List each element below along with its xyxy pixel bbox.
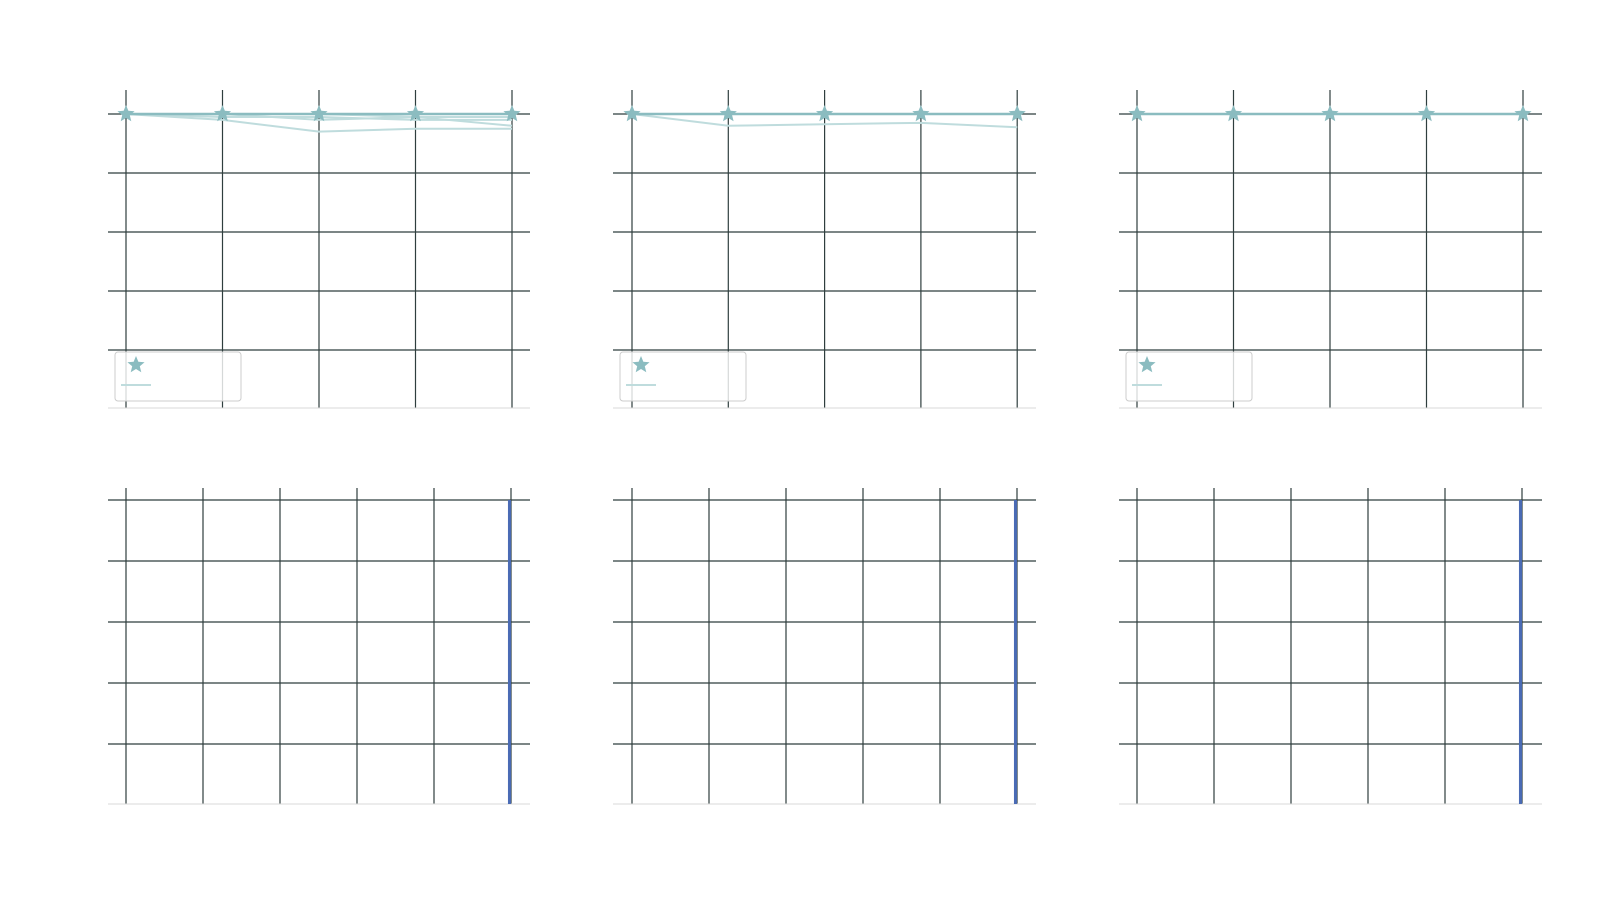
data-point-star (1224, 105, 1243, 122)
series-line-trial (125, 113, 512, 133)
chart-panel-bottom-middle (613, 488, 1036, 805)
data-point-star (1514, 105, 1532, 122)
data-point-star (503, 105, 521, 122)
data-point-star (1008, 105, 1026, 122)
chart-panel-top-right (1119, 90, 1542, 409)
data-point-star (1417, 105, 1436, 122)
data-point-star (406, 105, 425, 122)
legend-box (114, 351, 242, 402)
data-point-star (719, 105, 737, 122)
legend-marker-star (632, 356, 650, 373)
data-point-star (623, 105, 641, 122)
legend-box (619, 351, 747, 402)
data-point-star (117, 105, 135, 122)
data-point-star (1128, 105, 1146, 122)
chart-panel-top-left (108, 90, 530, 409)
data-point-star (213, 105, 232, 122)
chart-panel-top-middle (613, 90, 1036, 409)
legend-box (1125, 351, 1253, 402)
chart-panel-bottom-left (108, 488, 530, 805)
legend-marker-star (1138, 356, 1156, 373)
chart-panel-bottom-right (1119, 488, 1542, 805)
legend (619, 351, 747, 402)
legend (1125, 351, 1253, 402)
data-point-star (816, 105, 834, 122)
data-point-star (1321, 105, 1339, 122)
legend (114, 351, 242, 402)
series-line-trial (631, 113, 1018, 129)
data-point-star (912, 105, 930, 122)
data-point-star (310, 105, 328, 122)
legend-marker-star (127, 356, 145, 373)
